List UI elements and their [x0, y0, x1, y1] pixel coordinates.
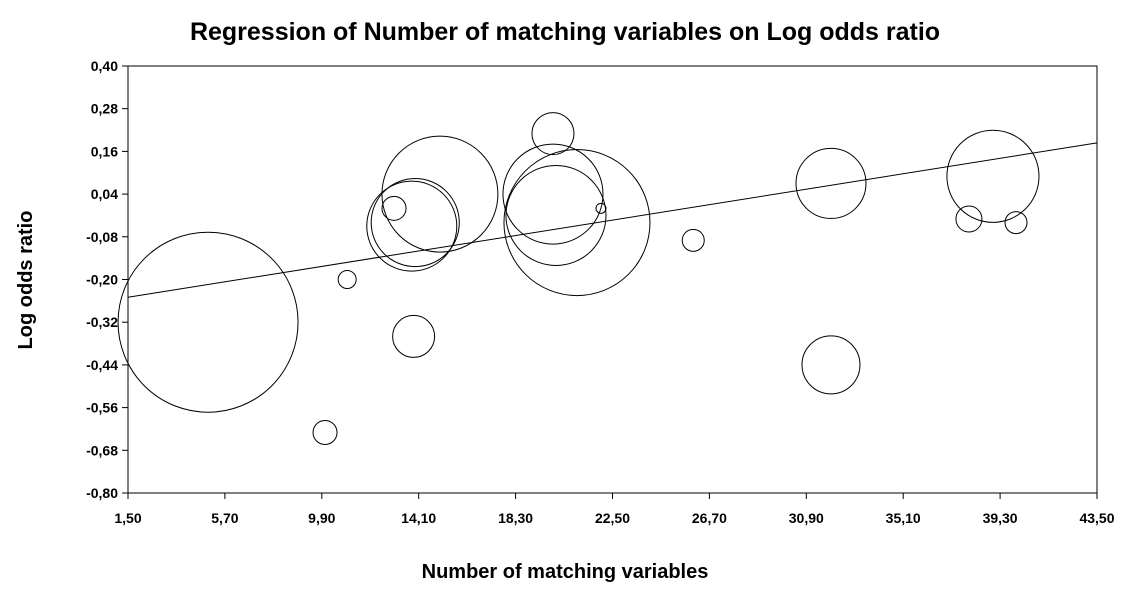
x-tick-label: 1,50 [114, 510, 141, 526]
x-tick-label: 9,90 [308, 510, 335, 526]
bubble [505, 164, 607, 266]
bubble [946, 129, 1040, 223]
x-tick-label: 18,30 [498, 510, 533, 526]
x-tick-label: 22,50 [595, 510, 630, 526]
y-tick-label: -0,80 [86, 485, 118, 501]
x-tick-label: 30,90 [789, 510, 824, 526]
y-tick-label: -0,08 [86, 229, 118, 245]
y-tick-label: 0,16 [91, 143, 118, 159]
chart-title: Regression of Number of matching variabl… [190, 18, 940, 46]
bubble [366, 180, 458, 272]
bubble [392, 314, 436, 358]
y-axis-label: Log odds ratio [15, 211, 37, 350]
x-tick-label: 26,70 [692, 510, 727, 526]
bubble [381, 195, 407, 221]
regression-line [127, 142, 1098, 298]
y-tick-label: -0,20 [86, 272, 118, 288]
y-tick-label: 0,28 [91, 101, 118, 117]
bubble [502, 143, 604, 245]
x-tick-label: 14,10 [401, 510, 436, 526]
x-tick-label: 35,10 [886, 510, 921, 526]
plot-area [127, 65, 1098, 494]
y-tick-label: 0,04 [91, 186, 118, 202]
bubble [312, 420, 338, 446]
bubble [801, 335, 861, 395]
y-tick-label: -0,68 [86, 442, 118, 458]
y-tick-label: -0,44 [86, 357, 118, 373]
y-tick-label: -0,32 [86, 314, 118, 330]
x-tick-label: 39,30 [983, 510, 1018, 526]
bubble [955, 205, 983, 233]
bubble [795, 147, 867, 219]
x-tick-label: 5,70 [211, 510, 238, 526]
bubble [381, 135, 499, 253]
bubble [337, 270, 357, 289]
bubble [503, 149, 651, 297]
bubble [681, 228, 705, 252]
bubble [531, 112, 575, 156]
bubble [1004, 211, 1028, 235]
y-tick-label: -0,56 [86, 400, 118, 416]
bubble [370, 178, 460, 268]
y-tick-label: 0,40 [91, 58, 118, 74]
x-axis-label: Number of matching variables [422, 561, 709, 583]
bubble [117, 231, 299, 413]
x-tick-label: 43,50 [1079, 510, 1114, 526]
bubble [595, 202, 607, 214]
